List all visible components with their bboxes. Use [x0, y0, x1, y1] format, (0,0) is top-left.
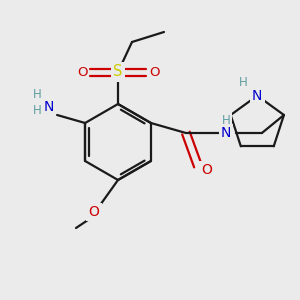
Text: O: O: [77, 65, 87, 79]
Text: O: O: [88, 205, 99, 219]
Text: N: N: [252, 89, 262, 103]
Text: O: O: [149, 65, 159, 79]
Text: S: S: [113, 64, 123, 80]
Text: H: H: [33, 104, 41, 118]
Text: H: H: [239, 76, 248, 89]
Text: O: O: [202, 163, 212, 177]
Text: H: H: [221, 113, 230, 127]
Text: N: N: [221, 126, 231, 140]
Text: N: N: [44, 100, 54, 114]
Text: H: H: [33, 88, 41, 101]
